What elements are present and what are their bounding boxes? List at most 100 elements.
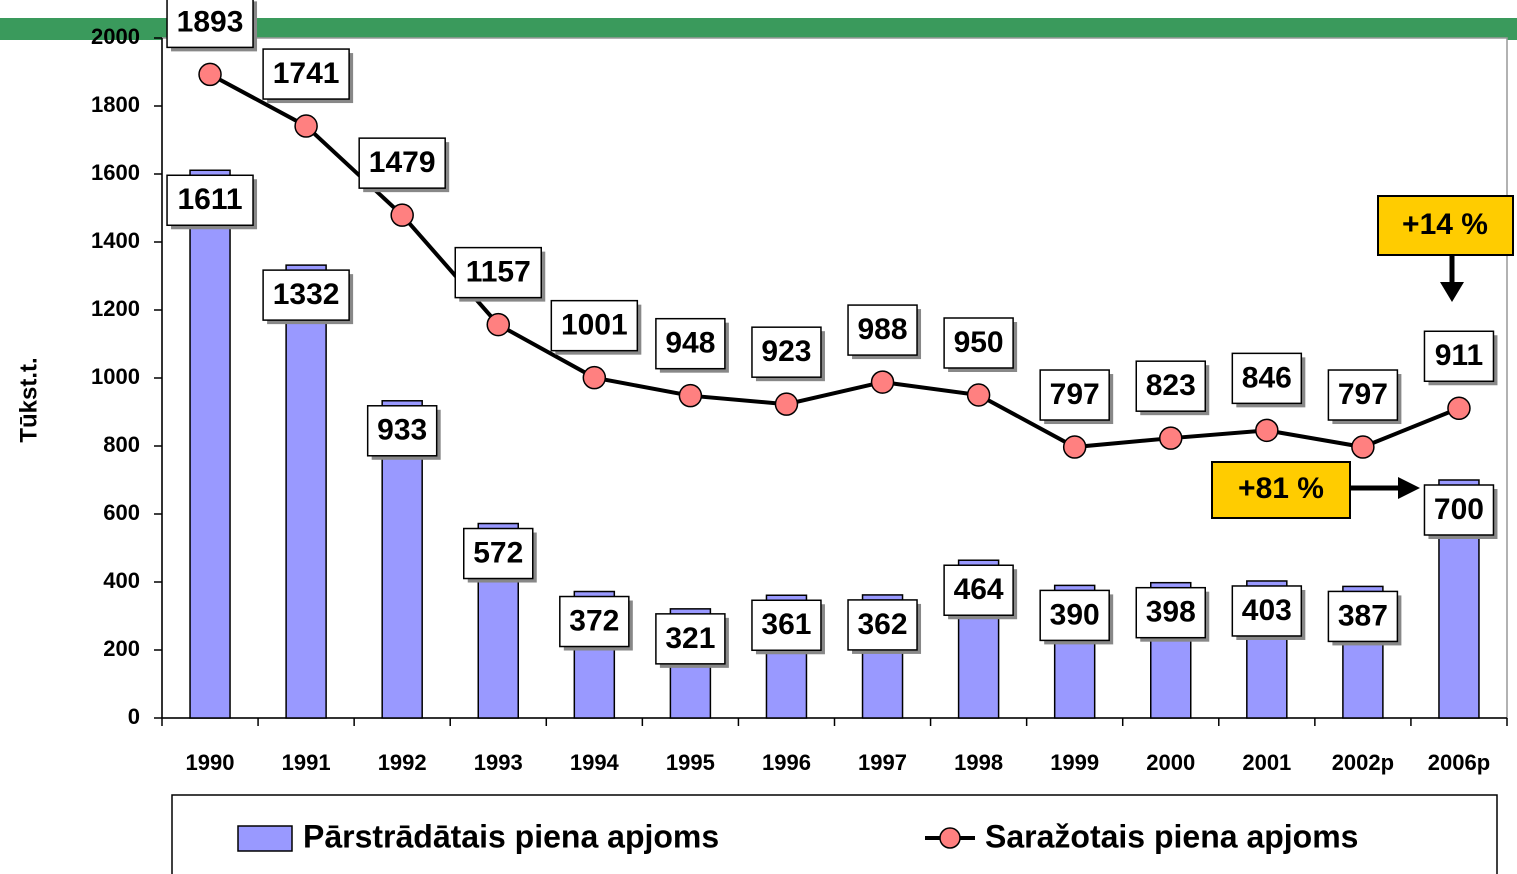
line [209,72,1460,450]
label-box [1039,369,1110,421]
label-box [454,246,542,299]
y-tick-label: 1200 [91,296,140,321]
data-label: 403 [1242,594,1292,627]
y-tick-label: 800 [103,432,140,457]
label-box [550,299,639,352]
plot: 0 200 400 600 800 1000 1200 1400 1600 1800 2000 199… [91,0,1508,775]
data-label: 390 [1050,598,1100,631]
data-label: 387 [1338,599,1388,632]
marker [1255,418,1279,443]
data-label: 1332 [273,278,340,311]
data-label: 372 [569,604,619,637]
label-box [166,174,254,227]
label-box [1135,586,1206,639]
data-label: 572 [473,536,523,569]
legend [171,794,1498,874]
marker [870,370,895,394]
x-tick-label: 1999 [1050,750,1099,775]
y-tick-label: 600 [103,500,140,525]
data-label: 797 [1050,378,1100,411]
x-tick-label: 1995 [666,750,715,775]
y-tick-label: 1000 [91,364,140,389]
marker [678,383,703,408]
data-label: 1479 [369,146,436,179]
label-box [1231,585,1303,637]
label-box [366,405,438,457]
data-label: 948 [665,327,715,360]
label-box [1423,330,1495,383]
legend-label: Pārstrādātais piena apjoms [303,818,719,854]
bar [285,264,327,719]
label-box [847,304,918,356]
y-tick-label: 0 [128,704,140,729]
arrow-head [1398,477,1420,499]
data-label: 950 [954,326,1004,359]
label-box [1231,352,1303,405]
label-box [1423,484,1495,536]
y-tick-label: 400 [103,568,140,593]
arrow-head [1440,282,1464,302]
annotation: +81 % [1238,472,1324,505]
marker [198,62,222,87]
x-tick-label: 2002p [1332,750,1394,775]
data-label: 846 [1242,361,1292,394]
label-box [1327,590,1399,643]
x-tick-label: 1996 [762,750,811,775]
data-label: 1001 [561,309,628,342]
y-tick-label: 200 [103,636,140,661]
x-tick-label: 2006p [1428,750,1490,775]
x-tick-label: 1993 [474,750,523,775]
x-tick-label: 1991 [282,750,331,775]
label-box [1135,360,1206,412]
marker [966,383,991,407]
header-band [0,18,1517,40]
marker [1159,426,1183,450]
data-label: 933 [377,414,427,447]
data-label: 823 [1146,369,1196,402]
y-axis-label: Tūkst.t. [15,357,42,442]
label-box [655,613,726,665]
label-box [1327,369,1399,421]
x-tick-label: 2000 [1146,750,1195,775]
x-tick-label: 1992 [378,750,427,775]
label-box [166,0,254,49]
data-label: 988 [858,313,908,346]
marker [486,312,510,337]
data-label: 923 [761,335,811,368]
x-tick-label: 1997 [858,750,907,775]
marker [390,203,414,227]
label-box [262,269,350,321]
data-label: 911 [1435,339,1483,372]
x-tick-label: 1990 [186,750,235,775]
label-box [655,317,726,370]
legend-label: Saražotais piena apjoms [985,818,1358,854]
data-label: 797 [1338,378,1388,411]
y-tick-label: 1800 [91,92,140,117]
marker [774,392,799,416]
label-box [262,48,350,100]
x-tick-label: 1994 [570,750,620,775]
y-tick-label: 2000 [91,24,140,49]
marker [1062,435,1087,459]
data-label: 1157 [466,256,531,289]
legend-swatch [237,825,293,852]
annotation-box [1377,195,1514,256]
y-tick-label: 1600 [91,160,140,185]
marker [1447,396,1471,421]
data-label: 321 [665,622,715,655]
label-box [847,599,918,651]
data-label: 362 [858,608,908,641]
data-label: 1741 [273,57,340,90]
y-tick-label: 1400 [91,228,140,253]
label-box [463,527,534,580]
label-box [943,564,1014,616]
label-box [1039,589,1110,642]
marker [1351,435,1375,459]
label-box [751,599,822,652]
label-box [358,137,446,189]
x-tick-label: 1998 [954,750,1003,775]
annotation: +14 % [1402,208,1488,241]
label-box [751,326,822,378]
data-label: 1611 [177,183,242,216]
